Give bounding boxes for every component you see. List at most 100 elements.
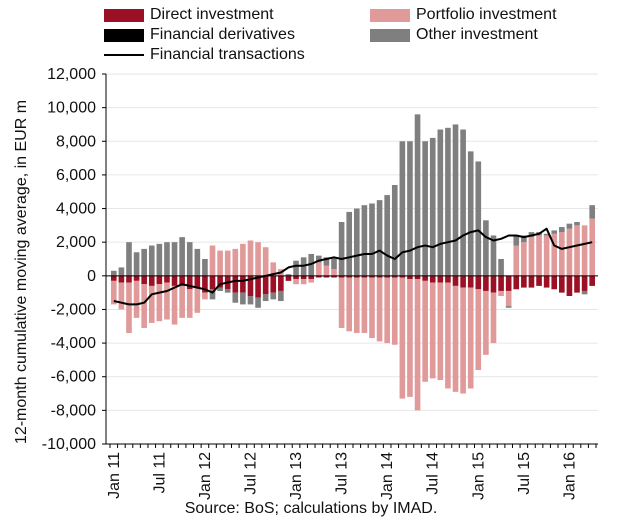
bar-direct: [202, 275, 208, 293]
bar-portfolio: [323, 265, 330, 276]
bar-other: [467, 151, 474, 276]
bar-portfolio: [126, 282, 132, 333]
bar-other: [331, 257, 337, 270]
bar-portfolio: [536, 235, 542, 276]
bar-portfolio: [217, 250, 223, 276]
bar-portfolio: [361, 277, 368, 333]
bar-direct: [133, 275, 140, 281]
bar-portfolio: [194, 287, 201, 313]
bar-other: [194, 248, 201, 276]
bar-direct: [346, 275, 353, 278]
bar-portfolio: [308, 279, 315, 283]
bar-other: [224, 289, 231, 293]
x-tick-labels: Jan 11 Jul 11 Jan 12 Jul 12 Jan 13 Jul 13 Jan …: [106, 452, 579, 500]
legend-label-transactions: Financial transactions: [150, 46, 305, 63]
bar-other: [483, 220, 489, 276]
legend-swatch-other: [370, 28, 410, 42]
x-tick-label: Jan 15: [470, 452, 487, 500]
bar-other: [361, 205, 368, 276]
bar-direct: [566, 275, 573, 296]
bar-direct: [490, 275, 497, 293]
bar-portfolio: [262, 247, 269, 276]
bar-other: [186, 242, 193, 276]
bar-other: [391, 185, 398, 276]
bar-other: [164, 242, 170, 276]
x-tick-label: Jul 13: [334, 452, 351, 495]
bar-portfolio: [171, 285, 178, 325]
bar-other: [566, 223, 573, 229]
bar-direct: [209, 275, 216, 290]
bar-direct: [452, 275, 459, 286]
bar-direct: [376, 275, 383, 278]
bar-portfolio: [589, 218, 596, 276]
y-tick-label: 0: [87, 268, 96, 285]
bar-other: [581, 290, 588, 295]
bar-direct: [384, 275, 390, 278]
financial-transactions-series: [113, 227, 593, 306]
bar-portfolio: [498, 290, 504, 296]
bar-direct: [293, 275, 299, 280]
bar-direct: [171, 275, 178, 286]
x-tick-label: Jan 13: [288, 452, 305, 500]
bar-direct: [331, 275, 337, 278]
bar-portfolio: [445, 282, 451, 389]
bar-portfolio: [247, 240, 254, 276]
bar-other: [445, 127, 451, 276]
bar-direct: [353, 275, 360, 278]
bar-direct: [407, 275, 413, 280]
bar-portfolio: [224, 250, 231, 276]
legend-item-portfolio: Portfolio investment: [370, 6, 557, 24]
x-tick-label: Jan 16: [561, 452, 578, 500]
bar-direct: [308, 275, 315, 280]
legend-item-transactions: Financial transactions: [104, 46, 305, 64]
bar-other: [407, 141, 413, 276]
bar-other: [323, 257, 330, 266]
bar-other: [498, 259, 504, 276]
bar-direct: [589, 275, 596, 286]
bar-portfolio: [353, 277, 360, 333]
bar-direct: [369, 275, 375, 278]
bar-portfolio: [186, 289, 193, 318]
legend-label-other: Other investment: [416, 26, 538, 43]
bar-portfolio: [110, 280, 117, 305]
y-tick-label: 12,000: [47, 66, 96, 83]
bar-direct: [179, 275, 185, 286]
bar-portfolio: [399, 277, 406, 399]
bar-portfolio: [133, 280, 140, 318]
bar-direct: [559, 275, 565, 293]
bar-other: [353, 208, 360, 276]
legend-item-direct: Direct investment: [104, 6, 274, 24]
bar-other: [285, 274, 292, 276]
bar-portfolio: [505, 290, 512, 307]
bar-other: [217, 287, 223, 291]
bar-other: [171, 242, 178, 276]
bar-other: [369, 203, 375, 276]
bar-other: [490, 235, 497, 276]
bar-portfolio: [574, 225, 580, 276]
source-note: Source: BoS; calculations by IMAD.: [184, 500, 438, 517]
x-tick-label: Jul 12: [242, 452, 259, 495]
bar-other: [475, 161, 482, 276]
x-tick-label: Jan 11: [106, 452, 123, 499]
bar-direct: [581, 275, 588, 291]
bar-portfolio: [559, 232, 565, 276]
bar-direct: [110, 275, 117, 281]
bar-portfolio: [566, 228, 573, 276]
bar-direct: [300, 275, 307, 280]
bar-other: [452, 124, 459, 276]
bar-other: [543, 233, 550, 236]
bar-direct: [467, 275, 474, 288]
legend-label-direct: Direct investment: [150, 6, 274, 23]
bar-portfolio: [240, 243, 246, 276]
bar-direct: [399, 275, 406, 278]
bar-other: [278, 290, 284, 302]
bar-portfolio: [429, 282, 436, 379]
bar-direct: [338, 275, 345, 278]
legend-item-other: Other investment: [370, 26, 538, 44]
bar-other: [148, 245, 155, 276]
bars: [110, 114, 596, 411]
bar-direct: [536, 275, 542, 286]
bar-portfolio: [331, 269, 337, 276]
bar-direct: [574, 275, 580, 293]
bar-portfolio: [369, 277, 375, 339]
